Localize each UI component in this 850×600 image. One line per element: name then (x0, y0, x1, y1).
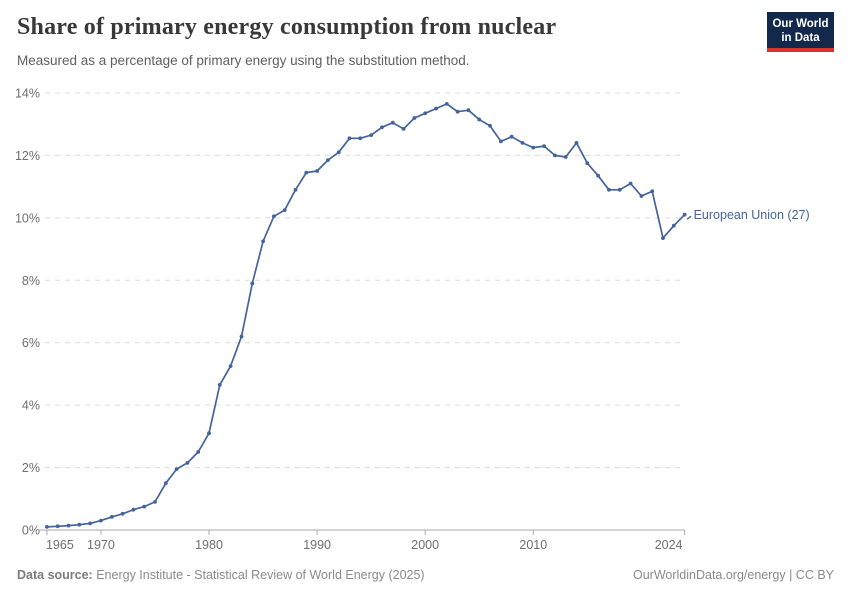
data-point-marker (304, 170, 309, 175)
data-point-marker (455, 109, 460, 114)
data-point-marker (142, 504, 147, 509)
data-point-marker (120, 511, 125, 516)
y-tick-label: 10% (15, 211, 40, 225)
y-tick-label: 4% (22, 399, 40, 413)
y-tick-label: 14% (15, 87, 40, 101)
y-tick-label: 2% (22, 461, 40, 475)
data-point-marker (153, 500, 157, 504)
data-point-marker (671, 223, 676, 228)
y-tick-label: 8% (22, 274, 40, 288)
data-point-marker (542, 144, 546, 149)
data-point-marker (261, 239, 265, 244)
data-point-marker (163, 481, 168, 486)
data-point-marker (185, 461, 190, 465)
data-point-marker (293, 187, 298, 192)
data-point-marker (315, 169, 319, 173)
data-point-marker (196, 450, 201, 454)
data-point-marker (174, 467, 179, 471)
data-point-marker (88, 521, 92, 526)
data-point-marker (596, 173, 600, 178)
data-point-marker (55, 524, 60, 529)
chart-footer: Data source: Energy Institute - Statisti… (17, 568, 834, 582)
x-tick-label: 1965 (46, 538, 74, 552)
data-point-marker (650, 189, 655, 194)
data-point-marker (477, 117, 482, 122)
x-tick-label: 2000 (411, 538, 439, 552)
series-line[interactable] (46, 103, 686, 528)
data-point-marker (109, 515, 114, 519)
data-point-marker (531, 145, 536, 150)
data-point-marker (434, 106, 438, 111)
owid-logo-line2: in Data (781, 32, 820, 44)
data-point-marker (217, 383, 222, 387)
data-point-marker (574, 141, 579, 145)
y-tick-label: 0% (22, 524, 40, 538)
data-point-marker (488, 123, 492, 128)
data-point-marker (380, 125, 384, 130)
data-point-marker (228, 364, 233, 368)
data-source: Data source: Energy Institute - Statisti… (17, 568, 425, 582)
data-point-marker (131, 507, 136, 512)
owid-logo[interactable]: Our World in Data (767, 12, 834, 52)
data-point-marker (563, 155, 568, 159)
data-point-marker (99, 518, 103, 523)
data-point-marker (336, 150, 341, 155)
data-point-marker (401, 126, 406, 131)
data-point-marker (45, 525, 49, 529)
data-point-marker (282, 208, 287, 213)
data-point-marker (207, 431, 211, 436)
data-point-marker (639, 194, 644, 198)
data-point-marker (661, 236, 665, 241)
owid-credit-link[interactable]: OurWorldinData.org/energy | CC BY (632, 568, 834, 582)
data-point-marker (239, 334, 244, 339)
data-point-marker (682, 212, 687, 217)
owid-logo-line1: Our World (772, 18, 829, 30)
data-point-marker (390, 120, 395, 125)
x-tick-label: 2010 (519, 538, 547, 552)
y-tick-label: 12% (15, 149, 40, 163)
data-source-text: Energy Institute - Statistical Review of… (92, 568, 425, 582)
data-point-marker (607, 187, 611, 192)
x-tick-label: 2024 (655, 538, 683, 552)
data-point-marker (444, 102, 449, 106)
chart-subtitle: Measured as a percentage of primary ener… (17, 53, 470, 68)
data-point-marker (326, 158, 330, 163)
data-point-marker (466, 108, 471, 113)
data-point-marker (617, 187, 622, 192)
series-label-connector (686, 215, 692, 220)
data-point-marker (250, 281, 255, 286)
series-end-label[interactable]: European Union (27) (694, 208, 810, 222)
y-tick-label: 6% (22, 336, 40, 350)
data-point-marker (509, 134, 514, 139)
data-point-marker (77, 522, 82, 527)
data-point-marker (272, 214, 276, 219)
data-point-marker (369, 133, 374, 138)
data-point-marker (358, 136, 363, 141)
data-point-marker (347, 136, 352, 141)
data-point-marker (628, 181, 633, 186)
data-point-marker (66, 523, 71, 528)
x-tick-label: 1980 (195, 538, 223, 552)
x-tick-label: 1990 (303, 538, 331, 552)
data-point-marker (585, 161, 590, 166)
data-source-label: Data source: (17, 568, 93, 582)
x-tick-label: 1970 (87, 538, 115, 552)
page-title: Share of primary energy consumption from… (17, 14, 557, 40)
data-point-marker (423, 111, 428, 116)
data-point-marker (499, 139, 503, 144)
data-point-marker (553, 153, 557, 158)
data-point-marker (412, 116, 417, 120)
data-point-marker (520, 141, 525, 145)
